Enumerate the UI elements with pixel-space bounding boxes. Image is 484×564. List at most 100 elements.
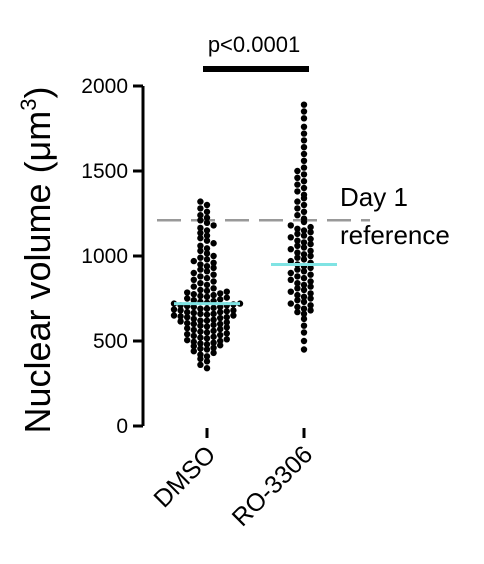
data-point [294,303,301,311]
data-point [197,205,204,212]
data-point [294,174,301,181]
data-point [203,311,211,318]
data-point [217,296,224,303]
data-point [294,285,301,292]
data-point [190,291,197,298]
data-point [184,308,191,316]
data-point [300,108,308,115]
reference-label-line2: reference [340,220,450,250]
data-point [300,310,308,317]
data-point [300,329,308,336]
data-point [184,325,191,332]
data-point [210,327,217,334]
data-point [210,264,217,272]
data-point [307,223,314,231]
data-point [300,130,308,137]
data-point [307,290,314,297]
data-point [300,144,308,151]
data-point [217,308,224,316]
data-point [230,307,237,314]
data-point [217,290,224,297]
data-point [217,325,224,333]
data-point [217,337,224,345]
data-point [210,316,217,323]
data-point [300,346,308,353]
data-point [307,240,314,248]
data-point [217,314,224,322]
data-point [203,293,211,300]
data-point [190,326,197,334]
data-point [300,244,308,251]
data-point [190,297,197,304]
data-point [307,307,314,314]
data-point [203,219,211,227]
x-category-label: DMSO [148,440,221,513]
data-point [294,273,301,280]
data-point [190,257,197,265]
data-point [300,123,308,130]
data-point [190,303,197,311]
data-point [210,321,217,329]
data-point [203,341,211,348]
data-point [300,337,308,345]
data-point [197,229,204,237]
data-point [197,234,204,242]
data-point [300,157,308,164]
reference-label-line1: Day 1 [340,182,408,212]
data-point [223,308,230,315]
data-point [197,212,204,219]
y-tick-label: 500 [93,330,128,353]
data-point [294,212,301,219]
data-point [190,320,197,328]
data-point [203,245,211,252]
data-point [223,294,230,301]
data-points [170,101,314,372]
data-point [203,358,211,365]
data-point [223,324,230,331]
data-point [184,319,191,327]
data-point [190,338,197,346]
data-point [294,188,301,195]
data-point [210,222,217,229]
data-point [210,278,217,285]
data-point [300,268,308,275]
data-point [223,336,230,343]
data-point [197,280,204,287]
data-point [223,314,230,321]
data-point [287,234,294,241]
data-point [287,246,294,253]
data-point [294,266,301,273]
data-point [294,237,301,244]
data-point [300,208,308,215]
data-point [300,256,308,263]
data-point [210,291,217,299]
data-point [197,217,204,224]
mean-lines [174,263,337,306]
data-point [210,252,217,260]
data-point [210,240,217,247]
data-point [197,261,204,268]
data-point [300,274,308,282]
data-point [300,164,308,171]
data-point [307,252,314,260]
data-point [287,257,294,265]
data-point [300,281,308,289]
y-axis-label: Nuclear volume (μm3) [16,86,58,433]
data-point [210,349,217,357]
data-point [197,351,204,358]
data-point [203,227,211,234]
data-point [300,184,308,192]
data-point [190,332,197,340]
data-point [197,242,204,249]
data-point [203,365,211,372]
y-axis-label-close: ) [17,86,58,98]
data-point [300,322,308,329]
data-point [190,269,197,277]
data-point [294,249,301,256]
data-point [294,291,301,299]
data-point [203,250,211,257]
data-point [184,331,191,338]
data-point [230,312,237,319]
data-point [203,346,211,353]
